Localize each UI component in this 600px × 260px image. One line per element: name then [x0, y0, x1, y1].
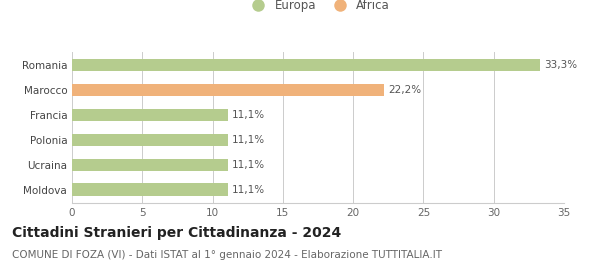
Bar: [72, 84, 384, 96]
Bar: [72, 59, 540, 71]
Text: 11,1%: 11,1%: [232, 135, 265, 145]
Text: 11,1%: 11,1%: [232, 185, 265, 195]
Text: Cittadini Stranieri per Cittadinanza - 2024: Cittadini Stranieri per Cittadinanza - 2…: [12, 226, 341, 240]
Text: COMUNE DI FOZA (VI) - Dati ISTAT al 1° gennaio 2024 - Elaborazione TUTTITALIA.IT: COMUNE DI FOZA (VI) - Dati ISTAT al 1° g…: [12, 250, 442, 259]
Text: 11,1%: 11,1%: [232, 160, 265, 170]
Text: 22,2%: 22,2%: [388, 85, 421, 95]
Bar: [72, 159, 228, 171]
Text: 33,3%: 33,3%: [544, 60, 577, 70]
Text: 11,1%: 11,1%: [232, 110, 265, 120]
Bar: [72, 184, 228, 196]
Bar: [72, 134, 228, 146]
Bar: [72, 109, 228, 121]
Legend: Europa, Africa: Europa, Africa: [241, 0, 395, 17]
